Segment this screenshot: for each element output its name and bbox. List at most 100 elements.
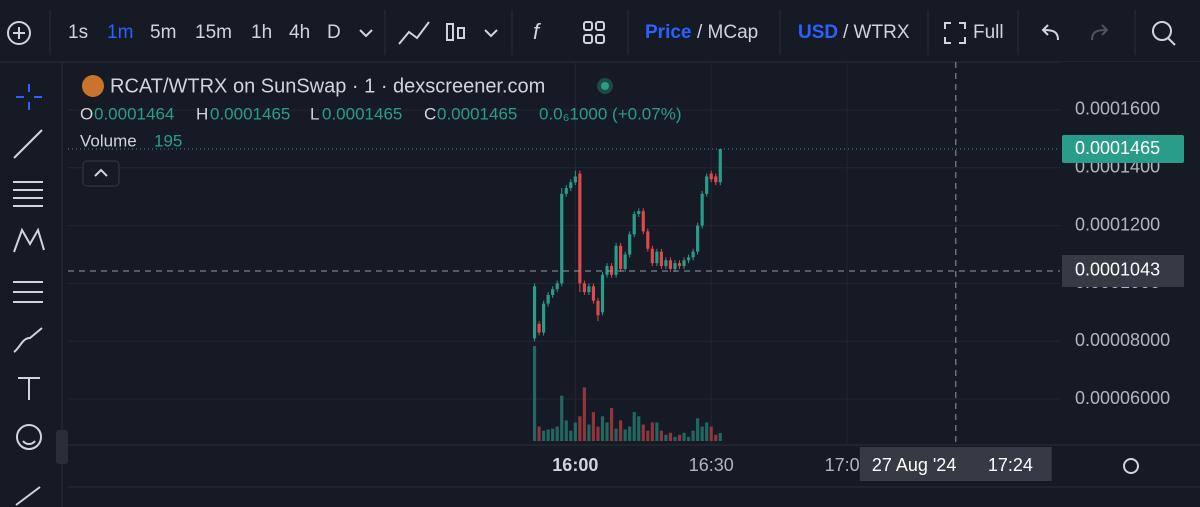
- candle-body: [623, 254, 627, 269]
- volume-bar: [632, 412, 636, 441]
- redo-icon[interactable]: [1091, 24, 1109, 41]
- crosshair-price-box: [1062, 254, 1184, 287]
- price-toggle[interactable]: Price: [645, 22, 691, 43]
- quote-toggle[interactable]: / WTRX: [843, 22, 910, 43]
- plot-layer: [68, 62, 1060, 445]
- candle-body: [605, 266, 609, 275]
- mcap-toggle[interactable]: / MCap: [697, 22, 758, 43]
- fullscreen-button[interactable]: Full: [973, 22, 1004, 43]
- volume-bar: [696, 418, 700, 441]
- volume-bar: [673, 436, 677, 441]
- status-dot: [601, 82, 609, 90]
- volume-bar: [555, 426, 559, 441]
- candle-body: [637, 211, 641, 215]
- volume-key: Volume: [80, 131, 137, 150]
- fib-tool[interactable]: [13, 181, 43, 207]
- legend-title: RCAT/WTRX on SunSwap · 1 · dexscreener.c…: [110, 75, 545, 97]
- volume-bar: [605, 422, 609, 441]
- interval[interactable]: D: [327, 22, 341, 43]
- crosshair-tool[interactable]: [16, 84, 42, 110]
- candle-body: [614, 245, 618, 275]
- interval-active[interactable]: 1m: [107, 22, 133, 43]
- volume-bar: [705, 422, 709, 441]
- settings-icon[interactable]: [1123, 458, 1139, 474]
- candle-body: [609, 266, 614, 275]
- crosshair-date-label: 27 Aug '24: [872, 455, 957, 475]
- add-icon[interactable]: [7, 21, 31, 45]
- candle-body: [714, 176, 718, 183]
- candle-body: [677, 263, 682, 267]
- candle-body: [596, 300, 600, 316]
- candle-body: [600, 274, 605, 313]
- interval[interactable]: 15m: [195, 22, 232, 43]
- candle-body: [646, 231, 650, 249]
- text-tool[interactable]: [18, 377, 40, 400]
- volume-bar: [560, 395, 564, 441]
- y-tick-label: 0.00008000: [1075, 330, 1170, 350]
- candle-body: [569, 182, 573, 189]
- high-value: 0.0001465: [210, 104, 290, 123]
- candle-body: [578, 173, 582, 284]
- candle-body: [655, 251, 659, 264]
- ohlc-legend: O 0.0001464 H 0.0001465 L 0.0001465 C 0.…: [80, 104, 681, 150]
- interval[interactable]: 1h: [251, 22, 272, 43]
- volume-bar: [718, 432, 722, 441]
- volume-bar: [578, 416, 582, 441]
- collapse-legend[interactable]: [82, 160, 120, 187]
- candle-icon: [457, 27, 465, 39]
- volume-bar: [582, 387, 586, 441]
- indicator-icon[interactable]: f: [533, 19, 542, 44]
- usd-toggle[interactable]: USD: [798, 22, 838, 43]
- interval[interactable]: 1s: [68, 22, 88, 43]
- volume-bar: [700, 426, 704, 441]
- candle-body: [532, 286, 537, 339]
- volume-bar: [650, 422, 654, 441]
- candle-body: [659, 251, 663, 267]
- candle-body: [537, 323, 541, 333]
- candle-body: [591, 286, 596, 301]
- interval[interactable]: 5m: [150, 22, 176, 43]
- price-axis: [1060, 62, 1200, 445]
- volume-bar: [714, 434, 718, 441]
- fullscreen-icon[interactable]: [944, 22, 966, 44]
- candle-body: [546, 294, 550, 304]
- layout-icon[interactable]: [583, 21, 605, 44]
- candle-body: [628, 234, 632, 255]
- volume-bar: [691, 430, 695, 441]
- candle-body: [682, 260, 686, 267]
- candle-icon[interactable]: [446, 23, 454, 41]
- candle-body: [691, 251, 695, 258]
- volume-bar: [646, 430, 650, 441]
- pattern-tool[interactable]: [13, 227, 45, 253]
- x-tick-label: 16:00: [552, 455, 598, 475]
- candle-body: [560, 193, 564, 284]
- volume-bar: [614, 428, 618, 441]
- collapse-handle[interactable]: [56, 430, 68, 464]
- volume-bar: [591, 412, 596, 441]
- volume-bar: [619, 420, 623, 441]
- volume-bar: [659, 430, 663, 441]
- brush-tool[interactable]: [13, 327, 43, 353]
- line-chart-icon[interactable]: [398, 21, 430, 45]
- volume-bar: [600, 416, 605, 441]
- volume-bar: [686, 436, 691, 441]
- snapshot-icon[interactable]: [1152, 21, 1172, 41]
- undo-icon[interactable]: [1041, 24, 1059, 41]
- prediction-tool[interactable]: [13, 281, 43, 303]
- dropdown-icon[interactable]: [359, 29, 373, 38]
- ruler-tool[interactable]: [15, 486, 41, 506]
- volume-bar: [641, 424, 645, 441]
- dropdown-icon[interactable]: [484, 29, 498, 38]
- interval[interactable]: 4h: [289, 22, 310, 43]
- emoji-tool[interactable]: [16, 424, 42, 450]
- candle-body: [542, 303, 546, 333]
- low-key: L: [310, 104, 319, 123]
- last-price-box: [1062, 135, 1184, 164]
- volume-bar: [564, 420, 568, 441]
- volume-bar: [551, 428, 555, 441]
- trendline-tool[interactable]: [13, 129, 43, 159]
- y-tick-label: 0.0001200: [1075, 214, 1160, 234]
- candle-body: [700, 193, 704, 226]
- open-value: 0.0001464: [94, 104, 174, 123]
